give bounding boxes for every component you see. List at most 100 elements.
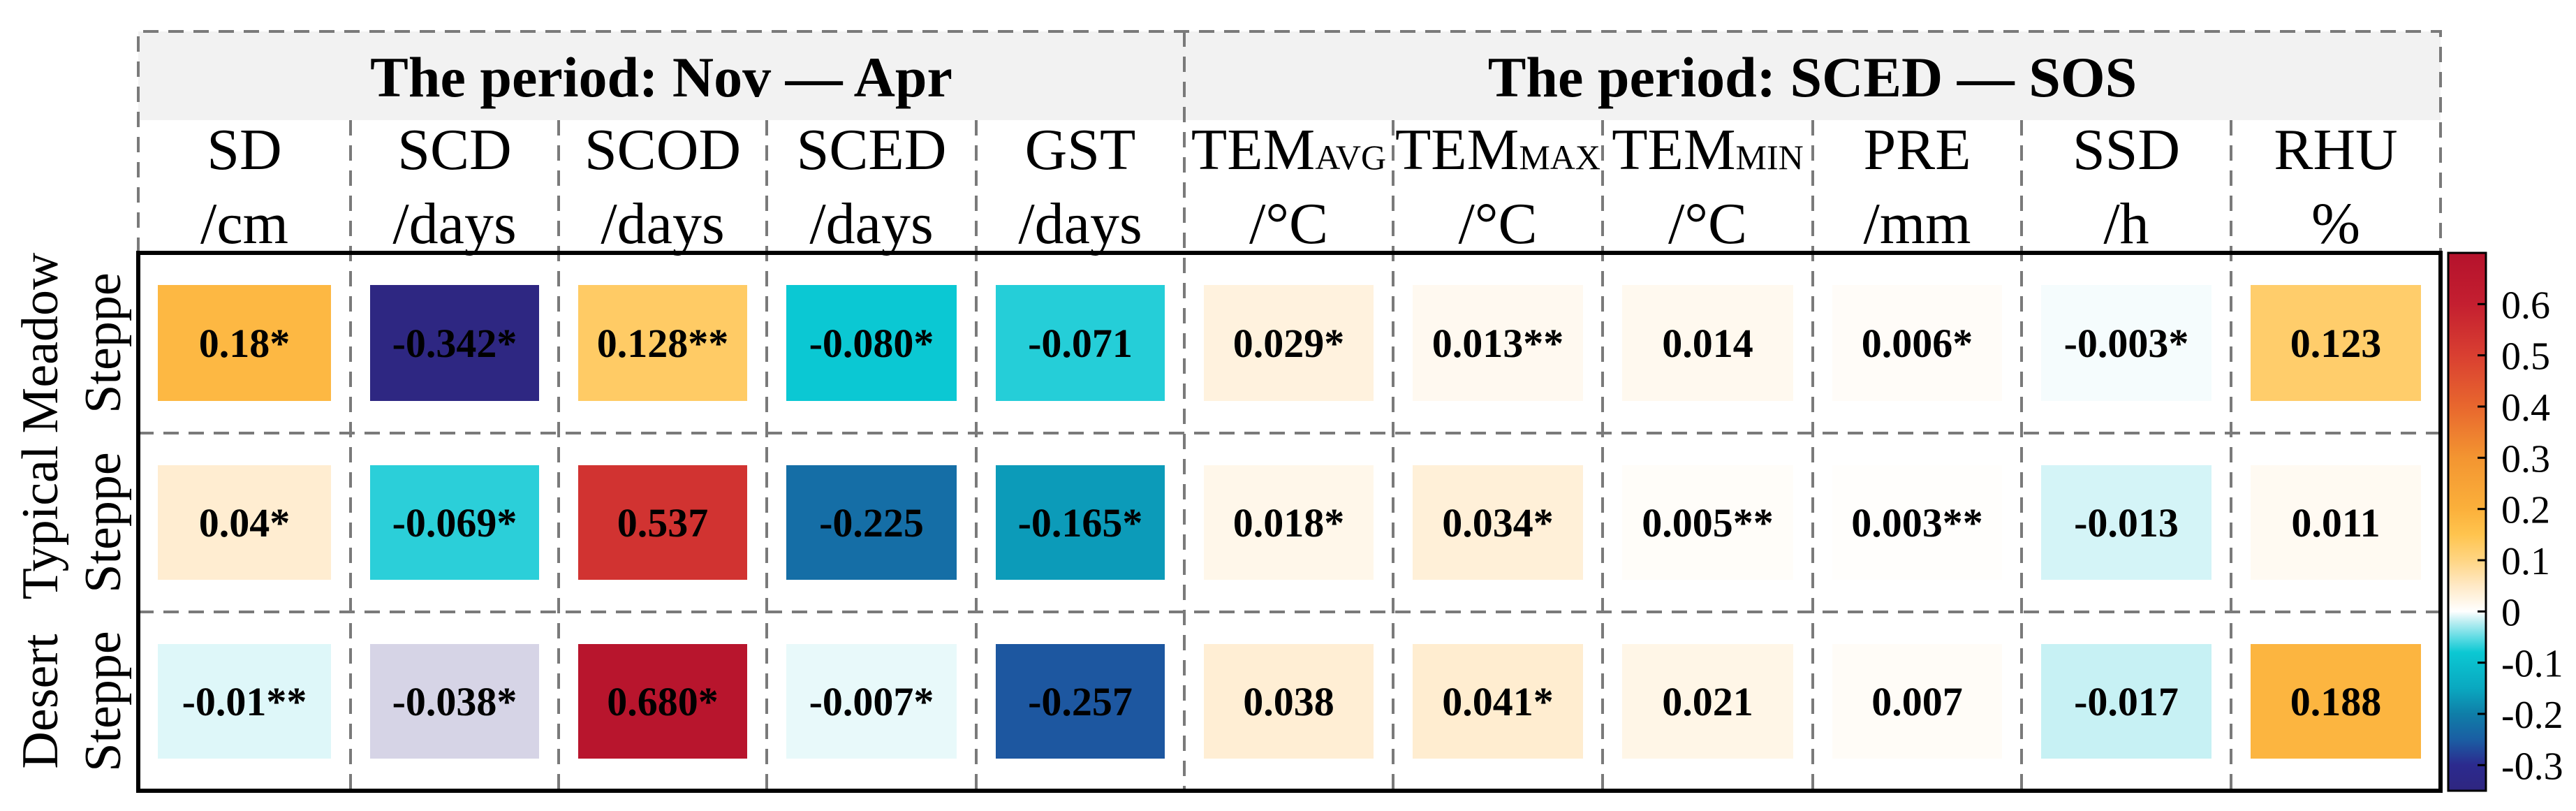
cell-value: 0.18* xyxy=(199,321,290,366)
colorbar-tick-label: 0.6 xyxy=(2501,284,2550,327)
heatmap-cell xyxy=(1204,465,1374,580)
column-header: TEMAVG xyxy=(1191,117,1386,182)
column-unit: /days xyxy=(601,191,724,256)
header-border xyxy=(137,30,2442,253)
colorbar-tick-label: -0.1 xyxy=(2501,643,2563,686)
colorbar-tick-label: 0.1 xyxy=(2501,540,2550,583)
cell-value: -0.071 xyxy=(1028,321,1133,366)
cell-value: -0.165* xyxy=(1018,500,1143,546)
cell-value: 0.005** xyxy=(1642,500,1774,546)
column-unit: /°C xyxy=(1249,191,1328,256)
cell-value: 0.011 xyxy=(2291,500,2380,546)
heatmap-cell xyxy=(1832,644,2002,759)
row-label: Steppe xyxy=(75,631,132,771)
group-label: The period: SCED — SOS xyxy=(1488,45,2137,109)
column-unit: /days xyxy=(809,191,933,256)
column-header: SD xyxy=(207,117,281,182)
heatmap-cell xyxy=(2041,644,2211,759)
heatmap-cell xyxy=(1832,465,2002,580)
column-header: TEMMIN xyxy=(1612,117,1804,182)
cell-value: 0.007 xyxy=(1871,679,1963,724)
colorbar xyxy=(2447,251,2487,792)
heatmap-cell xyxy=(2251,644,2421,759)
cell-value: 0.013** xyxy=(1432,321,1564,366)
row-label: Desert xyxy=(12,634,69,769)
heatmap-cell xyxy=(996,465,1165,580)
heatmap-cell xyxy=(158,644,331,759)
row-label: Meadow xyxy=(12,252,69,433)
cell-value: 0.029* xyxy=(1233,321,1345,366)
heatmap-cell xyxy=(578,465,747,580)
cell-value: 0.006* xyxy=(1862,321,1973,366)
heatmap-cell xyxy=(578,644,747,759)
heatmap-cell xyxy=(158,465,331,580)
cell-value: -0.069* xyxy=(392,500,517,546)
heatmap-cell xyxy=(578,285,747,401)
cell-value: 0.014 xyxy=(1662,321,1753,366)
heatmap-cell xyxy=(370,644,539,759)
heatmap-cell xyxy=(1204,644,1374,759)
column-unit: /°C xyxy=(1668,191,1747,256)
heatmap-cell xyxy=(996,644,1165,759)
group-label: The period: Nov — Apr xyxy=(370,45,952,109)
colorbar-tick-label: -0.2 xyxy=(2501,694,2563,737)
cell-value: 0.04* xyxy=(199,500,290,546)
heatmap-cell xyxy=(158,285,331,401)
heatmap-cell xyxy=(2251,465,2421,580)
column-unit: /°C xyxy=(1459,191,1538,256)
heatmap-cell xyxy=(786,644,957,759)
cell-value: -0.038* xyxy=(392,679,517,724)
cell-value: 0.680* xyxy=(607,679,719,724)
heatmap-cell xyxy=(996,285,1165,401)
heatmap-cell xyxy=(1832,285,2002,401)
heatmap-cell xyxy=(370,285,539,401)
column-unit: /days xyxy=(392,191,516,256)
column-header: RHU xyxy=(2274,117,2397,182)
column-unit: /h xyxy=(2103,191,2149,256)
cell-value: -0.007* xyxy=(809,679,934,724)
heatmap-cell xyxy=(1413,285,1583,401)
colorbar-tick-label: 0 xyxy=(2501,591,2521,634)
data-frame xyxy=(136,251,2443,793)
heatmap-cell xyxy=(1413,465,1583,580)
colorbar-tick-label: 0.3 xyxy=(2501,437,2550,481)
row-label: Steppe xyxy=(75,452,132,592)
cell-value: 0.034* xyxy=(1442,500,1554,546)
heatmap-cell xyxy=(370,465,539,580)
cell-value: 0.018* xyxy=(1233,500,1345,546)
cell-value: -0.342* xyxy=(392,321,517,366)
cell-value: 0.021 xyxy=(1662,679,1753,724)
group-header-band xyxy=(138,31,2441,120)
column-header: SCED xyxy=(797,117,947,182)
cell-value: -0.01** xyxy=(182,679,307,724)
heatmap-cell xyxy=(1622,285,1793,401)
heatmap-cell xyxy=(1413,644,1583,759)
heatmap-cell xyxy=(2251,285,2421,401)
colorbar-tick-label: 0.5 xyxy=(2501,335,2550,379)
column-header: SSD xyxy=(2073,117,2180,182)
cell-value: 0.123 xyxy=(2290,321,2382,366)
colorbar-tick-label: -0.3 xyxy=(2501,745,2563,788)
heatmap-cell xyxy=(1622,465,1793,580)
heatmap-cell xyxy=(786,285,957,401)
column-unit: /cm xyxy=(200,191,288,256)
cell-value: -0.257 xyxy=(1028,679,1133,724)
column-header: GST xyxy=(1025,117,1136,182)
cell-value: -0.017 xyxy=(2074,679,2179,724)
column-unit: /days xyxy=(1018,191,1142,256)
colorbar-tick-label: 0.2 xyxy=(2501,489,2550,532)
heatmap-cell xyxy=(1622,644,1793,759)
heatmap-cell xyxy=(1204,285,1374,401)
column-header: SCD xyxy=(397,117,511,182)
cell-value: -0.225 xyxy=(819,500,924,546)
cell-value: 0.038 xyxy=(1243,679,1334,724)
heatmap-cell xyxy=(2041,465,2211,580)
colorbar-tick-label: 0.4 xyxy=(2501,386,2550,430)
column-header: SCOD xyxy=(584,117,741,182)
cell-value: 0.003** xyxy=(1851,500,1983,546)
column-unit: % xyxy=(2311,191,2360,256)
column-unit: /mm xyxy=(1863,191,1971,256)
cell-value: -0.080* xyxy=(809,321,934,366)
heatmap-cell xyxy=(2041,285,2211,401)
